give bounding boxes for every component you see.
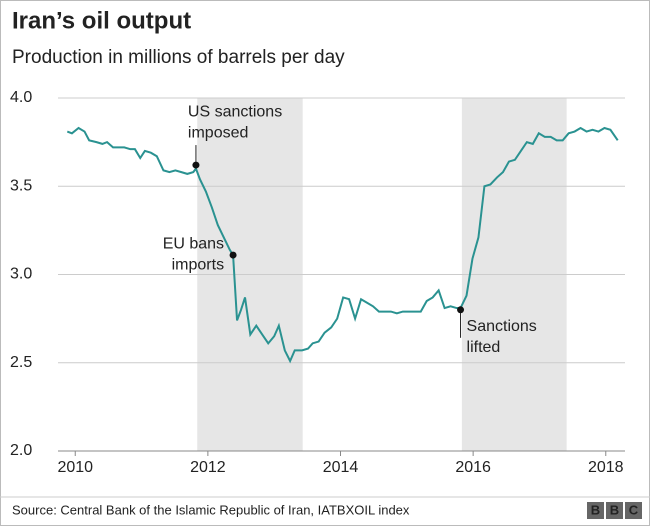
logo-letter: B	[591, 502, 600, 517]
annotation-text: lifted	[467, 339, 501, 356]
source: Source: Central Bank of the Islamic Repu…	[12, 502, 410, 517]
annotation-point	[192, 161, 200, 169]
chart-title: Iran’s oil output	[12, 7, 191, 34]
annotation-text: imports	[172, 256, 224, 273]
y-tick-label: 3.5	[10, 177, 32, 194]
x-tick-label: 2016	[455, 459, 491, 476]
y-tick-label: 2.5	[10, 354, 32, 371]
logo-box	[587, 502, 604, 519]
chart-subtitle: Production in millions of barrels per da…	[12, 47, 345, 68]
logo-box	[625, 502, 642, 519]
logo-letter: C	[629, 502, 639, 517]
annotation-text: imposed	[188, 124, 248, 141]
x-tick-label: 2012	[190, 459, 226, 476]
x-tick-label: 2018	[588, 459, 624, 476]
logo-letter: B	[610, 502, 619, 517]
x-tick-label: 2010	[57, 459, 93, 476]
annotation-text: US sanctions	[188, 103, 282, 120]
y-tick-label: 2.0	[10, 442, 32, 459]
x-tick-label: 2014	[323, 459, 359, 476]
annotation-text: Sanctions	[467, 318, 537, 335]
data-line	[66, 126, 619, 364]
y-tick-label: 3.0	[10, 266, 32, 283]
annotation-text: EU bans	[163, 235, 224, 252]
annotation-point	[457, 306, 465, 314]
logo-box	[606, 502, 623, 519]
annotation-point	[229, 251, 237, 259]
y-tick-label: 4.0	[10, 89, 32, 106]
